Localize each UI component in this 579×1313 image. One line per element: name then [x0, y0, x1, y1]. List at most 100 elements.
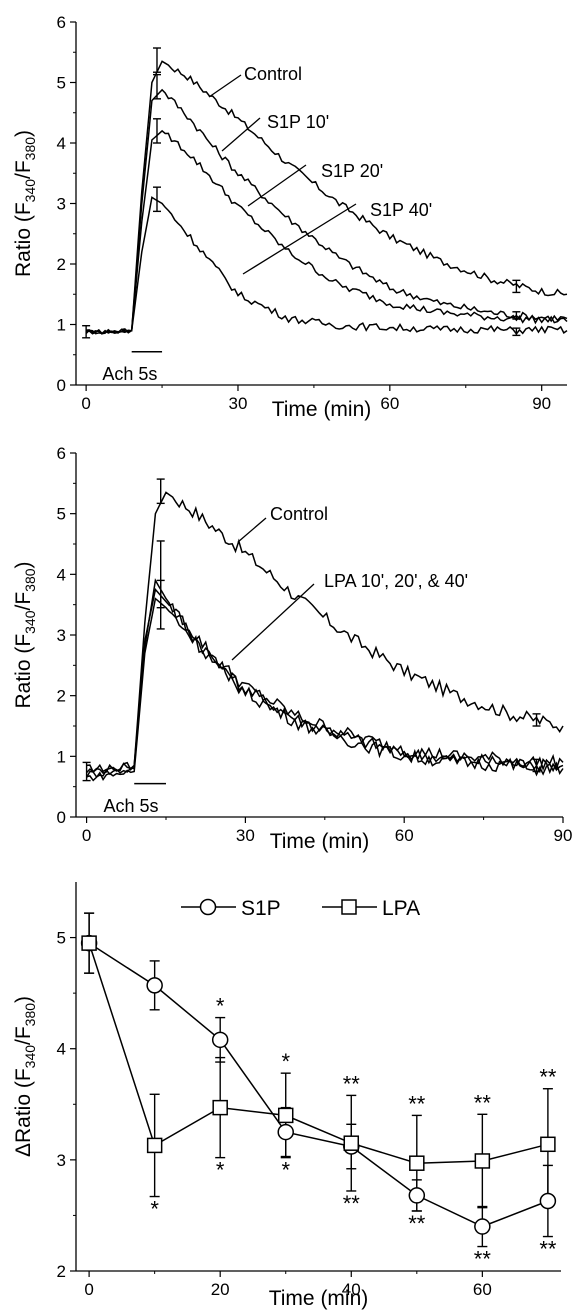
p2-y-tick-label: 1 — [57, 747, 66, 766]
p2-trace-3 — [86, 597, 564, 782]
p1-y-tick-label: 0 — [57, 376, 66, 395]
p2-x-tick-label: 30 — [236, 826, 255, 845]
p3-significance-marker: ** — [343, 1071, 361, 1096]
p1-trace-2 — [85, 129, 568, 335]
p1-y-tick-label: 1 — [57, 316, 66, 335]
p1-label-s1p-20: S1P 20' — [321, 161, 383, 181]
p1-stimulus-label: Ach 5s — [102, 364, 157, 384]
p1-x-tick-label: 60 — [380, 394, 399, 413]
p2-trace-2 — [86, 587, 564, 774]
p1-y-axis-title-part: /F — [12, 160, 35, 179]
p3-y-axis-title: ΔRatio (F340/F380) — [12, 996, 38, 1157]
p3-lpa-point — [212, 1099, 228, 1116]
legend-s1p-label: S1P — [241, 897, 281, 920]
p3-lpa-point — [540, 1136, 556, 1153]
p1-trace-0 — [86, 60, 568, 335]
p3-significance-marker: * — [216, 1158, 225, 1183]
p2-x-tick-label: 90 — [554, 826, 573, 845]
p3-y-axis-title-part: 340 — [22, 1045, 38, 1069]
p2-label-control: Control — [270, 504, 328, 524]
p1-label-control: Control — [244, 64, 302, 84]
p2-stimulus-label: Ach 5s — [104, 796, 159, 816]
p3-lpa-point — [474, 1153, 491, 1169]
p3-x-tick-label: 20 — [211, 1280, 230, 1299]
p3-significance-marker: ** — [408, 1091, 426, 1116]
p2-y-axis-title: Ratio (F340/F380) — [12, 561, 38, 708]
p3-s1p-line — [88, 942, 549, 1228]
p1-label-s1p-40: S1P 40' — [370, 200, 432, 220]
legend-s1p-marker — [199, 898, 217, 916]
legend-lpa-marker — [341, 899, 357, 915]
p1-label-s1p-20-leader — [247, 164, 307, 207]
p3-lpa-line — [88, 942, 549, 1164]
p3-lpa-point — [81, 935, 97, 951]
panel-delta-ratio: 2 3 4 5 0 20 40 60 Time (min) ΔRatio (F340/F380) *… — [12, 882, 561, 1310]
p2-y-tick-label: 3 — [57, 626, 66, 645]
p3-significance-marker: ** — [539, 1065, 557, 1090]
p2-x-tick-label: 0 — [82, 826, 91, 845]
p3-y-axis-title-part: 380 — [22, 1003, 38, 1027]
p1-label-s1p-10: S1P 10' — [267, 112, 329, 132]
p3-s1p-point — [211, 1031, 229, 1049]
p3-x-axis-title: Time (min) — [269, 1287, 369, 1310]
p3-s1p-point — [408, 1187, 426, 1204]
p1-x-axis-title: Time (min) — [272, 398, 372, 421]
p1-y-axis-title-part: 380 — [22, 137, 38, 161]
p2-x-tick-label: 60 — [395, 826, 414, 845]
p3-lpa-point — [146, 1137, 163, 1154]
p3-lpa-point — [409, 1155, 425, 1171]
p2-label-control-leader — [237, 517, 267, 543]
p3-significance-marker: ** — [539, 1237, 557, 1262]
p1-y-tick-label: 5 — [57, 74, 66, 93]
p3-y-tick-label: 2 — [57, 1262, 66, 1281]
p3-significance-marker: * — [281, 1158, 290, 1183]
p3-lpa-point — [277, 1107, 294, 1124]
p3-y-axis-title-part: /F — [12, 1026, 35, 1045]
p1-y-axis-title-part: Ratio (F — [12, 202, 35, 277]
p1-y-tick-label: 2 — [57, 255, 66, 274]
p2-y-tick-label: 0 — [57, 808, 66, 827]
p3-x-tick-label: 0 — [84, 1280, 93, 1299]
p3-s1p-point — [146, 977, 163, 994]
p3-significance-marker: ** — [408, 1211, 426, 1236]
p3-lpa-point — [343, 1135, 360, 1151]
p2-y-tick-label: 4 — [57, 565, 66, 584]
p2-y-axis-title-part: /F — [12, 592, 35, 611]
p2-y-tick-label: 2 — [57, 687, 66, 706]
p1-label-s1p-10-leader — [221, 117, 261, 152]
p1-x-tick-label: 0 — [81, 394, 90, 413]
p3-x-tick-label: 40 — [342, 1280, 361, 1299]
p3-y-axis-title-part: ΔRatio (F — [12, 1068, 35, 1157]
p3-y-tick-label: 5 — [57, 929, 66, 948]
p2-x-axis-title: Time (min) — [270, 830, 370, 853]
p1-y-tick-label: 3 — [57, 195, 66, 214]
p3-significance-marker: * — [281, 1049, 290, 1074]
p1-y-axis-title-part: 340 — [22, 179, 38, 203]
p2-label-lpa-leader — [231, 583, 315, 661]
p1-trace-1 — [85, 88, 568, 335]
p2-label-lpa: LPA 10', 20', & 40' — [324, 571, 468, 591]
p3-y-tick-label: 4 — [57, 1040, 66, 1059]
p1-y-tick-label: 4 — [57, 134, 66, 153]
p2-y-tick-label: 6 — [57, 444, 66, 463]
p2-y-tick-label: 5 — [57, 505, 66, 524]
p3-s1p-point — [474, 1218, 491, 1235]
p1-x-tick-label: 90 — [532, 394, 551, 413]
p3-s1p-point — [277, 1123, 294, 1141]
p3-significance-marker: * — [216, 994, 225, 1019]
p3-significance-marker: ** — [474, 1090, 492, 1115]
p2-y-axis-title-part: ) — [12, 561, 35, 568]
p1-y-tick-label: 6 — [57, 13, 66, 32]
p2-y-axis-title-part: 340 — [22, 610, 38, 634]
p1-label-s1p-40-leader — [242, 203, 357, 275]
p3-y-tick-label: 3 — [57, 1151, 66, 1170]
p1-trace-3 — [86, 196, 568, 336]
p1-label-control-leader — [208, 74, 242, 98]
p1-y-axis-title-part: ) — [12, 130, 35, 137]
p3-y-axis-title-part: ) — [12, 996, 35, 1003]
p2-trace-0 — [86, 491, 564, 774]
p3-significance-marker: ** — [474, 1247, 492, 1272]
p3-significance-marker: * — [150, 1197, 159, 1222]
